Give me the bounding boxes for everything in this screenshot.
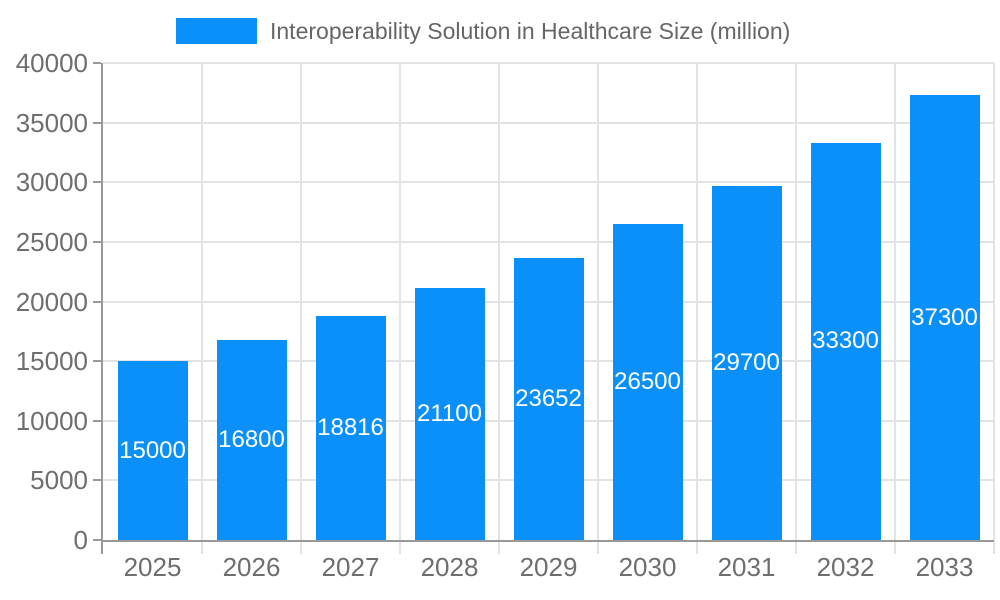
- bar-value-label: 26500: [614, 367, 681, 395]
- bar-value-label: 21100: [417, 400, 482, 428]
- y-axis-label: 10000: [15, 405, 88, 436]
- legend-swatch: [176, 18, 257, 44]
- x-axis-label: 2026: [222, 552, 281, 582]
- v-gridline: [993, 63, 995, 540]
- y-axis-tick: [93, 360, 101, 363]
- h-gridline: [103, 240, 994, 243]
- x-axis-tick: [894, 540, 896, 554]
- bar-value-label: 15000: [119, 436, 186, 464]
- x-axis-tick: [696, 540, 698, 554]
- bar-2030[interactable]: 26500: [612, 223, 683, 540]
- bar-2026[interactable]: 16800: [216, 339, 287, 540]
- y-axis-tick: [93, 300, 101, 303]
- x-axis-tick: [597, 540, 599, 554]
- bar-value-label: 33300: [812, 327, 879, 355]
- bar-value-label: 18816: [317, 413, 384, 441]
- bar-value-label: 37300: [911, 303, 978, 331]
- v-gridline: [795, 63, 797, 540]
- x-axis-tick: [399, 540, 401, 554]
- bar-2027[interactable]: 18816: [315, 315, 386, 540]
- x-axis-label: 2030: [618, 552, 677, 582]
- x-axis-tick: [498, 540, 500, 554]
- y-axis-label: 40000: [15, 48, 88, 78]
- y-axis-line: [101, 63, 103, 554]
- bar-2031[interactable]: 29700: [711, 185, 782, 540]
- h-gridline: [103, 181, 994, 184]
- y-axis-tick: [93, 419, 101, 422]
- v-gridline: [597, 63, 599, 540]
- bar-value-label: 29700: [713, 348, 780, 376]
- x-axis-label: 2028: [420, 552, 479, 582]
- v-gridline: [201, 63, 203, 540]
- x-axis-tick: [300, 540, 302, 554]
- bar-2028[interactable]: 21100: [414, 288, 485, 540]
- h-gridline: [103, 62, 994, 64]
- y-axis-label: 15000: [15, 346, 88, 377]
- y-axis-label: 25000: [15, 226, 88, 257]
- bar-2025[interactable]: 15000: [117, 361, 188, 540]
- y-axis-tick: [93, 181, 101, 184]
- bar-2029[interactable]: 23652: [513, 257, 584, 540]
- v-gridline: [498, 63, 500, 540]
- bar-value-label: 16800: [218, 425, 285, 453]
- x-axis-label: 2025: [123, 552, 182, 582]
- x-axis-label: 2033: [915, 552, 974, 582]
- legend-item[interactable]: Interoperability Solution in Healthcare …: [176, 17, 790, 45]
- x-axis-label: 2031: [717, 552, 776, 582]
- y-axis-tick: [93, 121, 101, 124]
- y-axis-label: 20000: [15, 286, 88, 317]
- x-axis-label: 2032: [816, 552, 875, 582]
- y-axis-label: 0: [73, 525, 88, 555]
- y-axis-label: 30000: [15, 167, 88, 198]
- v-gridline: [399, 63, 401, 540]
- h-gridline: [103, 121, 994, 124]
- x-axis-label: 2029: [519, 552, 578, 582]
- x-axis-line: [101, 540, 994, 542]
- bar-2032[interactable]: 33300: [810, 142, 881, 540]
- legend-label: Interoperability Solution in Healthcare …: [270, 18, 791, 44]
- x-axis-tick: [993, 540, 995, 554]
- y-axis-label: 35000: [15, 107, 88, 138]
- v-gridline: [696, 63, 698, 540]
- y-axis-tick: [93, 539, 101, 541]
- bar-2033[interactable]: 37300: [909, 95, 980, 540]
- y-axis-tick: [93, 62, 101, 64]
- v-gridline: [894, 63, 896, 540]
- y-axis-tick: [93, 240, 101, 243]
- x-axis-label: 2027: [321, 552, 380, 582]
- y-axis-tick: [93, 479, 101, 482]
- bar-value-label: 23652: [515, 384, 582, 412]
- x-axis-tick: [201, 540, 203, 554]
- v-gridline: [300, 63, 302, 540]
- x-axis-tick: [795, 540, 797, 554]
- y-axis-label: 5000: [30, 465, 88, 496]
